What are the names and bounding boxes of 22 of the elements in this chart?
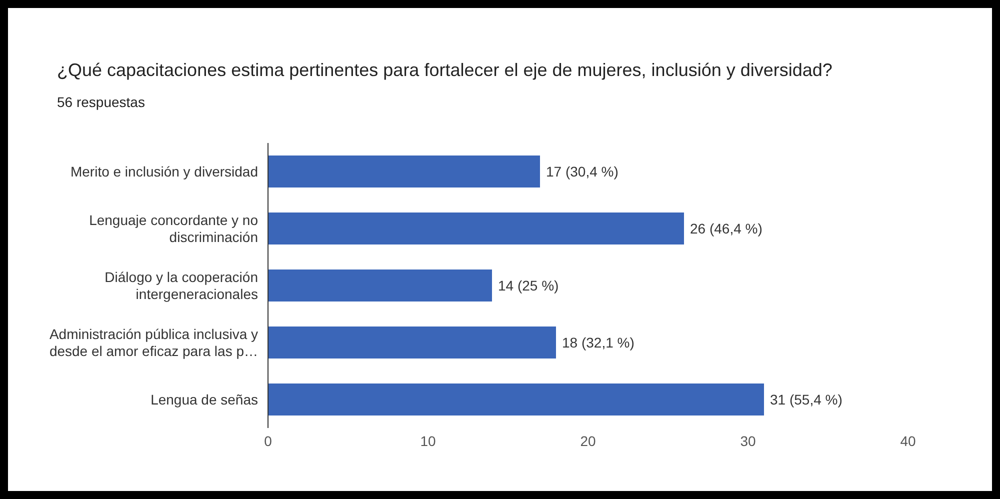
- x-tick-label: 20: [580, 432, 596, 449]
- bar: [268, 270, 492, 302]
- y-tick-label: Merito e inclusión y diversidad: [70, 164, 258, 180]
- x-tick-label: 10: [420, 432, 436, 449]
- bar: [268, 156, 540, 188]
- y-tick-label: Lenguaje concordante y no discriminación: [89, 212, 258, 245]
- y-tick-label: Lengua de señas: [150, 392, 258, 408]
- bar: [268, 326, 556, 359]
- y-tick-label: Diálogo y la cooperación intergeneracionales: [104, 269, 258, 302]
- y-tick-label: Administración pública inclusiva y desde el amor eficaz para las p…: [49, 326, 258, 359]
- x-tick-label: 0: [264, 432, 272, 449]
- data-label: 26 (46,4 %): [690, 220, 762, 237]
- data-label: 31 (55,4 %): [770, 392, 842, 408]
- chart-title: ¿Qué capacitaciones estima pertinentes para fortalecer el eje de mujeres, inclusión y diversidad?: [57, 60, 832, 81]
- text: 56 respuestas: [57, 94, 145, 110]
- bar: [268, 212, 684, 245]
- x-tick-label: 30: [740, 432, 756, 449]
- data-label: 17 (30,4 %): [546, 164, 618, 180]
- bar: [268, 384, 764, 416]
- data-label: 18 (32,1 %): [562, 334, 634, 351]
- x-tick-label: 40: [900, 432, 916, 449]
- data-label: 14 (25 %): [498, 278, 559, 294]
